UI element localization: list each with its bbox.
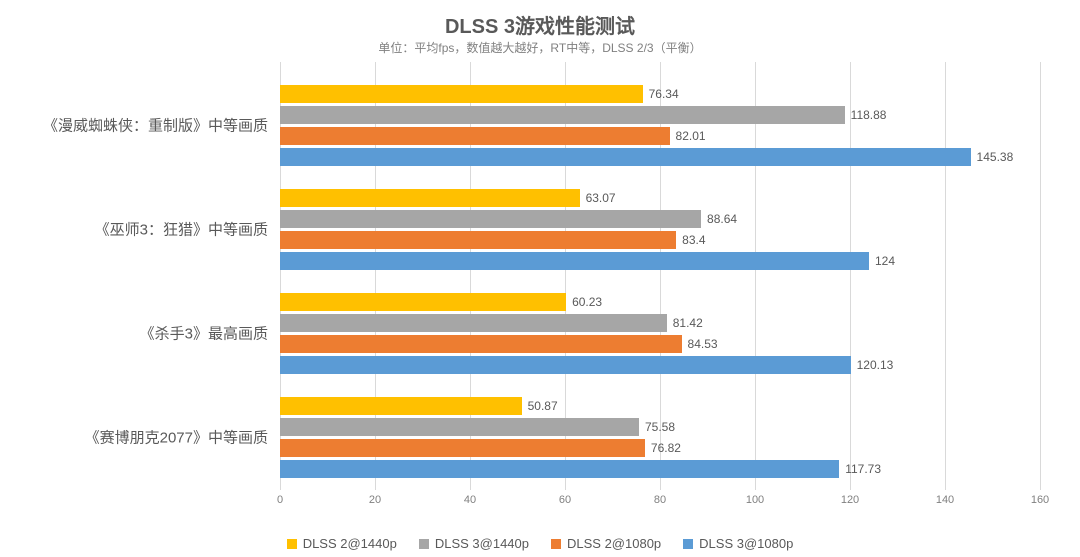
- category-label: 《巫师3：狂猎》中等画质: [10, 219, 280, 240]
- bar: [280, 439, 645, 457]
- bar-value-label: 76.82: [651, 441, 681, 455]
- bar: [280, 397, 522, 415]
- bar: [280, 127, 670, 145]
- category-label: 《漫威蜘蛛侠：重制版》中等画质: [10, 115, 280, 136]
- legend-label: DLSS 3@1080p: [699, 536, 793, 551]
- legend-label: DLSS 3@1440p: [435, 536, 529, 551]
- bar: [280, 293, 566, 311]
- bar-group: 《赛博朋克2077》中等画质50.8775.5876.82117.73: [280, 397, 1040, 478]
- legend-item: DLSS 2@1440p: [287, 536, 397, 551]
- bar-value-label: 118.88: [851, 108, 887, 122]
- x-tick-label: 120: [841, 494, 859, 506]
- bar: [280, 314, 667, 332]
- bar-value-label: 50.87: [528, 399, 558, 413]
- chart-subtitle: 单位：平均fps，数值越大越好，RT中等，DLSS 2/3（平衡）: [0, 39, 1080, 56]
- bar-value-label: 75.58: [645, 420, 675, 434]
- bar-group: 《漫威蜘蛛侠：重制版》中等画质76.34118.8882.01145.38: [280, 85, 1040, 166]
- dlss3-perf-chart: DLSS 3游戏性能测试 单位：平均fps，数值越大越好，RT中等，DLSS 2…: [0, 0, 1080, 557]
- legend-label: DLSS 2@1440p: [303, 536, 397, 551]
- bar-value-label: 63.07: [586, 191, 616, 205]
- bar: [280, 148, 971, 166]
- bar: [280, 418, 639, 436]
- chart-title: DLSS 3游戏性能测试: [0, 10, 1080, 39]
- bar-value-label: 60.23: [572, 295, 602, 309]
- x-tick-label: 80: [654, 494, 666, 506]
- legend-item: DLSS 2@1080p: [551, 536, 661, 551]
- bar-group: 《巫师3：狂猎》中等画质63.0788.6483.4124: [280, 189, 1040, 270]
- legend-swatch: [683, 539, 693, 549]
- legend-swatch: [287, 539, 297, 549]
- x-tick-label: 160: [1031, 494, 1049, 506]
- x-tick-label: 140: [936, 494, 954, 506]
- bar-value-label: 124: [875, 254, 895, 268]
- legend-item: DLSS 3@1080p: [683, 536, 793, 551]
- bar-group: 《杀手3》最高画质60.2381.4284.53120.13: [280, 293, 1040, 374]
- bar: [280, 460, 839, 478]
- legend-item: DLSS 3@1440p: [419, 536, 529, 551]
- plot-area: 《漫威蜘蛛侠：重制版》中等画质76.34118.8882.01145.38《巫师…: [280, 62, 1040, 490]
- bar: [280, 231, 676, 249]
- x-tick-label: 60: [559, 494, 571, 506]
- x-tick-label: 0: [277, 494, 283, 506]
- bar: [280, 85, 643, 103]
- bar: [280, 106, 845, 124]
- bar: [280, 252, 869, 270]
- bar: [280, 210, 701, 228]
- bar-value-label: 83.4: [682, 233, 705, 247]
- gridline: [1040, 62, 1041, 490]
- bar-value-label: 117.73: [845, 462, 881, 476]
- bar: [280, 356, 851, 374]
- bar-value-label: 81.42: [673, 316, 703, 330]
- x-tick-label: 100: [746, 494, 764, 506]
- bar-value-label: 120.13: [857, 358, 894, 372]
- category-label: 《杀手3》最高画质: [10, 323, 280, 344]
- bar: [280, 335, 682, 353]
- category-label: 《赛博朋克2077》中等画质: [10, 427, 280, 448]
- x-tick-label: 20: [369, 494, 381, 506]
- legend-swatch: [551, 539, 561, 549]
- bar: [280, 189, 580, 207]
- bar-value-label: 76.34: [649, 87, 679, 101]
- x-tick-label: 40: [464, 494, 476, 506]
- legend-label: DLSS 2@1080p: [567, 536, 661, 551]
- legend-swatch: [419, 539, 429, 549]
- legend: DLSS 2@1440p DLSS 3@1440p DLSS 2@1080p DLSS…: [0, 536, 1080, 551]
- bar-value-label: 82.01: [676, 129, 706, 143]
- bar-value-label: 88.64: [707, 212, 737, 226]
- bar-value-label: 84.53: [688, 337, 718, 351]
- bar-value-label: 145.38: [977, 150, 1014, 164]
